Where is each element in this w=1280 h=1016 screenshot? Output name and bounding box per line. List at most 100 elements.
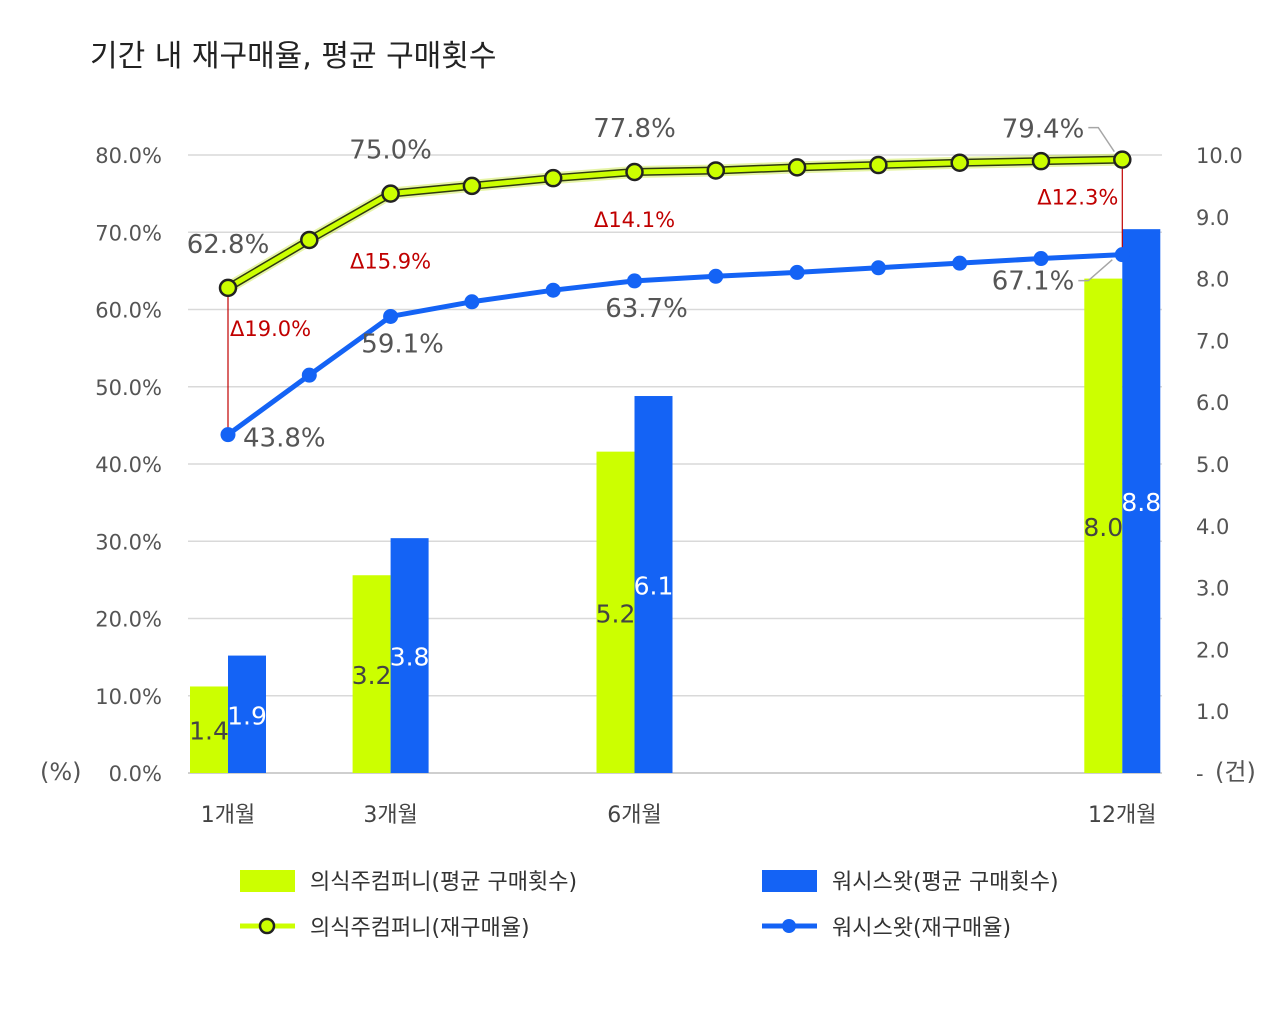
point-value-label: 63.7% [605, 294, 688, 324]
bar-value-label: 5.2 [596, 599, 636, 628]
right-tick-label: 8.0 [1196, 268, 1229, 292]
bar-value-label: 8.8 [1121, 488, 1161, 517]
line-point [625, 162, 644, 182]
left-tick-label: 10.0% [95, 685, 162, 709]
bar-value-label: 6.1 [634, 572, 674, 601]
legend-label: 의식주컴퍼니(재구매율) [310, 916, 530, 941]
point-value-label: 67.1% [992, 267, 1075, 297]
line-point [627, 273, 642, 289]
point-value-label: 62.8% [187, 230, 270, 260]
point-labels: 62.8% 75.0% 77.8% 79.4% 43.8% 59.1% 63.7% 67.1% [187, 114, 1115, 454]
bar-value-label: 1.9 [227, 701, 267, 730]
left-tick-label: 40.0% [95, 453, 162, 477]
line-point [1033, 251, 1049, 267]
line-point [870, 260, 886, 276]
x-tick-label: 12개월 [1088, 803, 1156, 828]
right-tick-label: 6.0 [1196, 391, 1229, 415]
bar [190, 686, 228, 773]
bar-value-label: 8.0 [1083, 513, 1123, 542]
right-tick-label: 3.0 [1196, 577, 1229, 601]
point-value-label: 75.0% [349, 136, 432, 166]
line-point [1031, 151, 1051, 171]
line-point [706, 161, 726, 180]
left-tick-label: 50.0% [95, 376, 162, 400]
line-point [789, 264, 805, 280]
delta-label: Δ14.1% [594, 208, 675, 232]
leader-line [1088, 126, 1115, 153]
delta-connectors [227, 159, 1123, 435]
x-tick-label: 3개월 [363, 803, 417, 828]
legend-label: 의식주컴퍼니(평균 구매횟수) [310, 870, 577, 895]
bar [228, 655, 266, 773]
series-line-company-b [226, 252, 1123, 437]
line-point [301, 367, 317, 383]
right-axis: - 1.0 2.0 3.0 4.0 5.0 6.0 7.0 8.0 9.0 10.0 [1196, 144, 1243, 786]
legend-label: 워시스왓(평균 구매횟수) [832, 870, 1059, 895]
line-point [462, 176, 482, 196]
gridlines [188, 154, 1162, 774]
line-point [545, 282, 561, 298]
legend-marker [782, 919, 796, 933]
bar [390, 538, 429, 773]
left-axis: 0.0% 10.0% 20.0% 30.0% 40.0% 50.0% 60.0% 70.0% 8… [95, 144, 162, 786]
delta-label: Δ19.0% [230, 317, 311, 341]
line-point [464, 294, 480, 310]
right-tick-label: 10.0 [1196, 144, 1243, 168]
line-point [708, 268, 724, 284]
leader-line [1078, 259, 1113, 282]
series-lines [218, 150, 1132, 443]
point-value-label: 77.8% [593, 114, 676, 144]
line-point [543, 168, 563, 188]
right-tick-label: 4.0 [1196, 515, 1229, 539]
bar [352, 575, 391, 773]
delta-label: Δ15.9% [350, 250, 431, 274]
line-point [950, 153, 969, 172]
point-value-label: 59.1% [361, 329, 444, 359]
left-tick-label: 70.0% [95, 221, 162, 245]
right-tick-label: 1.0 [1196, 700, 1229, 724]
line-point [1113, 150, 1132, 169]
line-point [952, 255, 968, 271]
right-tick-label: 9.0 [1196, 206, 1229, 230]
left-tick-label: 0.0% [109, 762, 162, 786]
bar-value-label: 3.8 [390, 643, 430, 672]
line-point [218, 278, 238, 298]
bars [190, 229, 1161, 773]
line-point [787, 158, 807, 177]
delta-label: Δ12.3% [1037, 186, 1118, 210]
chart-title: 기간 내 재구매율, 평균 구매횟수 [90, 39, 496, 74]
bar [1122, 229, 1161, 773]
bar [1084, 278, 1123, 773]
delta-labels: Δ19.0% Δ15.9% Δ14.1% Δ12.3% [230, 186, 1118, 341]
line-point [869, 155, 888, 175]
x-axis: 1개월 3개월 6개월 12개월 [201, 803, 1157, 828]
bar [634, 396, 673, 773]
left-tick-label: 30.0% [95, 530, 162, 554]
right-tick-label: 7.0 [1196, 329, 1229, 353]
legend-marker [258, 917, 276, 935]
line-point [300, 230, 319, 250]
right-tick-label: - [1196, 762, 1204, 786]
line-point [381, 184, 400, 203]
right-tick-label: 5.0 [1196, 453, 1229, 477]
series-line-company-a [226, 157, 1123, 291]
bar-value-label: 1.4 [189, 717, 229, 746]
right-tick-label: 2.0 [1196, 638, 1229, 662]
legend-label: 워시스왓(재구매율) [832, 916, 1011, 941]
line-point [1114, 247, 1130, 263]
left-tick-label: 80.0% [95, 144, 162, 168]
point-value-label: 79.4% [1002, 115, 1085, 145]
legend: 의식주컴퍼니(평균 구매횟수) 워시스왓(평균 구매횟수) 의식주컴퍼니(재구매율)… [240, 870, 1059, 941]
left-tick-label: 60.0% [95, 299, 162, 323]
line-point [220, 427, 236, 443]
bar-labels: 1.4 3.2 5.2 8.0 1.9 3.8 6.1 8.8 [189, 488, 1161, 746]
x-tick-label: 1개월 [201, 803, 255, 828]
x-tick-label: 6개월 [607, 803, 661, 828]
left-axis-unit: (%) [40, 758, 82, 786]
legend-swatch [762, 870, 817, 892]
right-axis-unit: (건) [1215, 758, 1256, 786]
line-point [383, 308, 399, 324]
left-tick-label: 20.0% [95, 608, 162, 632]
point-value-label: 43.8% [243, 424, 326, 454]
